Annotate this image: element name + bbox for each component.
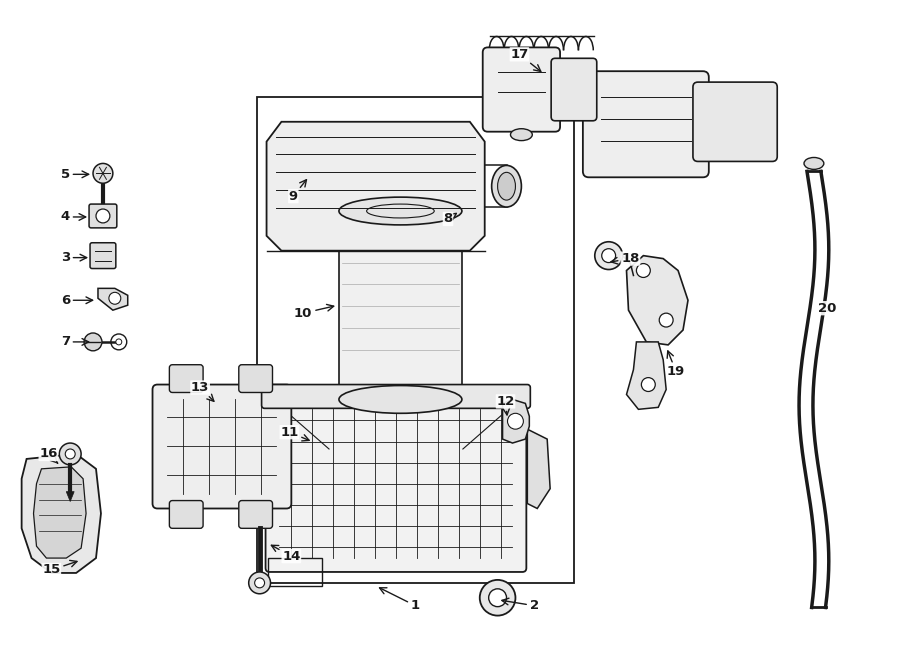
Text: 13: 13 <box>191 381 214 401</box>
FancyBboxPatch shape <box>169 365 203 393</box>
Bar <box>339 211 462 399</box>
Text: 20: 20 <box>817 302 836 314</box>
Circle shape <box>659 313 673 327</box>
Ellipse shape <box>339 197 462 225</box>
FancyBboxPatch shape <box>152 385 292 508</box>
Polygon shape <box>527 429 550 508</box>
Circle shape <box>636 263 651 277</box>
Text: 9: 9 <box>289 179 307 203</box>
FancyBboxPatch shape <box>551 58 597 120</box>
Text: 11: 11 <box>280 426 310 441</box>
FancyBboxPatch shape <box>90 243 116 269</box>
Polygon shape <box>33 467 86 558</box>
FancyBboxPatch shape <box>266 395 526 572</box>
Circle shape <box>59 443 81 465</box>
Ellipse shape <box>339 385 462 413</box>
Polygon shape <box>67 492 74 502</box>
Polygon shape <box>98 289 128 310</box>
Circle shape <box>508 413 524 429</box>
Text: 4: 4 <box>60 211 86 224</box>
Polygon shape <box>626 256 688 345</box>
Polygon shape <box>100 211 106 219</box>
Circle shape <box>84 333 102 351</box>
Ellipse shape <box>498 172 516 200</box>
FancyBboxPatch shape <box>89 204 117 228</box>
Text: 17: 17 <box>510 48 541 71</box>
Circle shape <box>642 377 655 391</box>
Polygon shape <box>502 399 529 443</box>
Circle shape <box>96 209 110 223</box>
Text: 1: 1 <box>380 588 420 612</box>
Text: 12: 12 <box>497 395 515 415</box>
Circle shape <box>66 449 76 459</box>
Bar <box>256 97 574 583</box>
FancyBboxPatch shape <box>482 48 560 132</box>
Polygon shape <box>242 429 265 508</box>
Circle shape <box>480 580 516 616</box>
FancyBboxPatch shape <box>583 71 709 177</box>
Text: 15: 15 <box>42 560 77 577</box>
Ellipse shape <box>804 158 824 169</box>
FancyBboxPatch shape <box>169 500 203 528</box>
Circle shape <box>595 242 623 269</box>
Circle shape <box>255 578 265 588</box>
Circle shape <box>116 339 122 345</box>
FancyBboxPatch shape <box>238 365 273 393</box>
Text: 19: 19 <box>667 351 685 378</box>
Circle shape <box>602 249 616 263</box>
Text: 18: 18 <box>611 252 640 265</box>
Polygon shape <box>22 454 101 573</box>
Text: 6: 6 <box>60 294 93 307</box>
Text: 14: 14 <box>272 545 301 563</box>
Ellipse shape <box>491 166 521 207</box>
Circle shape <box>489 589 507 606</box>
Text: 7: 7 <box>60 336 89 348</box>
Polygon shape <box>626 342 666 409</box>
Text: 3: 3 <box>60 251 86 264</box>
FancyBboxPatch shape <box>693 82 778 162</box>
Polygon shape <box>266 122 485 251</box>
Circle shape <box>109 293 121 305</box>
Circle shape <box>248 572 271 594</box>
Ellipse shape <box>510 128 532 140</box>
FancyBboxPatch shape <box>262 385 530 408</box>
Text: 10: 10 <box>294 305 334 320</box>
Text: 2: 2 <box>502 598 539 612</box>
Circle shape <box>93 164 112 183</box>
Text: 8: 8 <box>444 213 456 226</box>
FancyBboxPatch shape <box>238 500 273 528</box>
Text: 5: 5 <box>60 168 89 181</box>
Bar <box>267 558 322 586</box>
Text: 16: 16 <box>40 448 58 463</box>
